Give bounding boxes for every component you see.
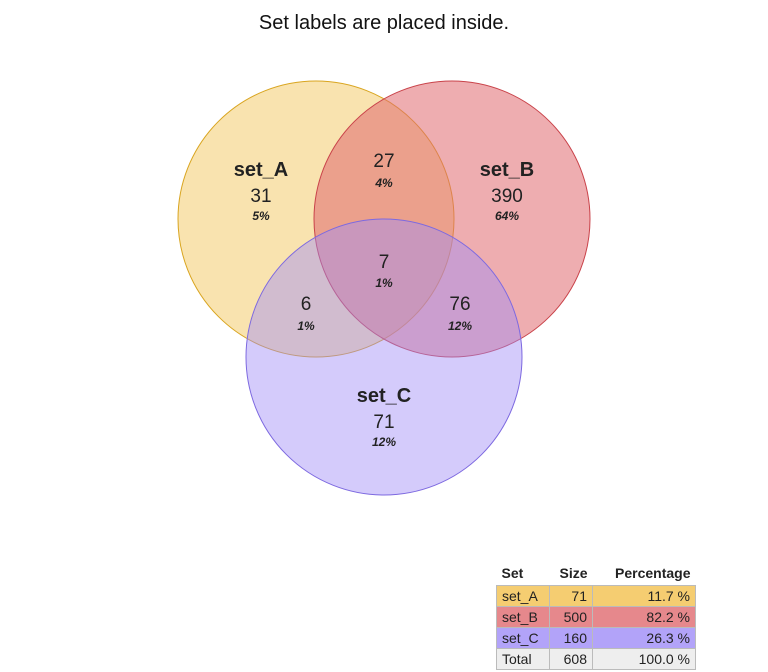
set-a-only-percent: 5% (252, 209, 270, 223)
legend-cell-set: set_A (496, 585, 550, 607)
ab-intersection-percent: 4% (374, 176, 393, 190)
legend-header-size: Size (559, 565, 588, 581)
set-c-label: set_C (357, 385, 411, 407)
set-b-circle (313, 80, 591, 358)
set-c-only-percent: 12% (372, 435, 396, 449)
set-size-legend-table: Set Size Percentage set_A 71 11.7 % set_… (496, 561, 696, 670)
legend-cell-set: set_C (496, 627, 550, 649)
set-c-only-count: 71 (373, 412, 394, 433)
set-b-label: set_B (480, 159, 534, 181)
legend-cell-percentage: 26.3 % (592, 627, 696, 649)
set-b-only-count: 390 (491, 186, 523, 207)
legend-row-set-b: set_B 500 82.2 % (496, 606, 696, 628)
ac-intersection-count: 6 (301, 294, 312, 315)
legend-cell-percentage: 11.7 % (592, 585, 696, 607)
set-b-only-percent: 64% (495, 209, 519, 223)
legend-row-total: Total 608 100.0 % (496, 648, 696, 670)
legend-row-set-c: set_C 160 26.3 % (496, 627, 696, 649)
venn-diagram: set_A 31 5% set_B 390 64% set_C 71 12% 2… (177, 80, 591, 496)
ab-intersection-count: 27 (373, 151, 394, 172)
abc-intersection-percent: 1% (375, 276, 393, 290)
legend-cell-percentage: 100.0 % (592, 648, 696, 670)
legend-cell-size: 71 (549, 585, 593, 607)
bc-intersection-percent: 12% (448, 319, 472, 333)
legend-header-percentage: Percentage (615, 565, 691, 581)
ac-intersection-percent: 1% (297, 319, 315, 333)
legend-cell-size: 160 (549, 627, 593, 649)
legend-header-row: Set Size Percentage (497, 561, 696, 586)
legend-header-set: Set (501, 565, 524, 581)
diagram-title: Set labels are placed inside. (258, 12, 510, 34)
legend-cell-percentage: 82.2 % (592, 606, 696, 628)
legend-cell-set: Total (496, 648, 550, 670)
set-c-circle (245, 218, 523, 496)
legend-row-set-a: set_A 71 11.7 % (496, 585, 696, 607)
legend-cell-size: 500 (549, 606, 593, 628)
abc-intersection-count: 7 (379, 252, 390, 273)
set-a-only-count: 31 (250, 186, 271, 207)
legend-cell-size: 608 (549, 648, 593, 670)
bc-intersection-count: 76 (449, 294, 470, 315)
set-a-label: set_A (234, 159, 288, 181)
legend-cell-set: set_B (496, 606, 550, 628)
